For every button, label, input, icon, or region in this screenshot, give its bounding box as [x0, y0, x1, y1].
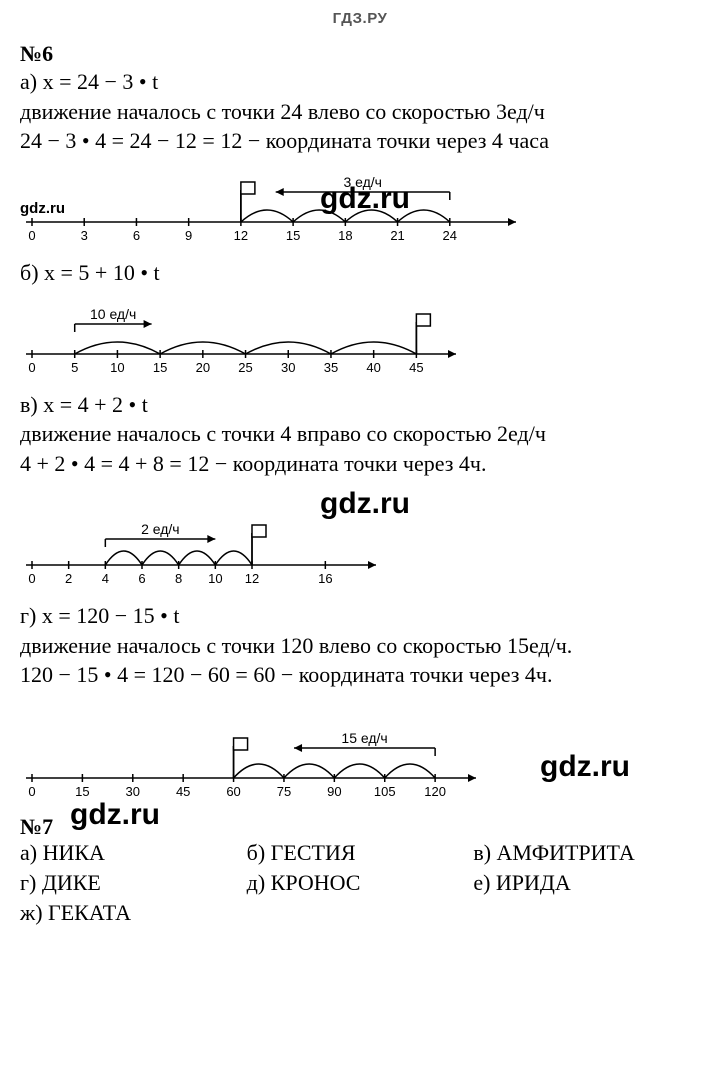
ex6b-formula: б) x = 5 + 10 • t [20, 258, 700, 288]
svg-text:45: 45 [409, 360, 423, 375]
ex6b-diagram: 0 5 10 15 20 25 30 35 40 45 10 ед/ч [20, 296, 460, 376]
svg-text:4: 4 [102, 571, 109, 586]
ex7-a: а) НИКА [20, 840, 247, 866]
svg-text:8: 8 [175, 571, 182, 586]
svg-text:2 ед/ч: 2 ед/ч [141, 521, 180, 537]
svg-text:45: 45 [176, 784, 190, 799]
svg-text:18: 18 [338, 228, 352, 243]
ex7-number: №7 [20, 814, 700, 840]
svg-text:12: 12 [234, 228, 248, 243]
ex6v-diagram-wrap: 024681012162 ед/ч gdz.ru [20, 487, 700, 587]
ex7-zh: ж) ГЕКАТА [20, 900, 247, 926]
svg-text:60: 60 [226, 784, 240, 799]
ex6a-diagram-wrap: 036912151821243 ед/ч gdz.ru gdz.ru [20, 164, 700, 244]
svg-text:15: 15 [75, 784, 89, 799]
svg-text:10: 10 [208, 571, 222, 586]
svg-text:24: 24 [443, 228, 457, 243]
svg-text:21: 21 [390, 228, 404, 243]
svg-text:30: 30 [126, 784, 140, 799]
ex6v-diagram: 0 2 4 6 8 10 12 16 2 ед/ч [20, 487, 380, 587]
ex6a-desc: движение началось с точки 24 влево со ск… [20, 97, 700, 127]
ex7-d: д) КРОНОС [247, 870, 474, 896]
svg-text:15: 15 [286, 228, 300, 243]
svg-text:10: 10 [110, 360, 124, 375]
ex7-answers: а) НИКА б) ГЕСТИЯ в) АМФИТРИТА г) ДИКЕ д… [20, 840, 700, 926]
page: ГДЗ.РУ №6 а) x = 24 − 3 • t движение нач… [0, 0, 720, 946]
svg-text:16: 16 [318, 571, 332, 586]
svg-text:5: 5 [71, 360, 78, 375]
svg-text:0: 0 [28, 228, 35, 243]
svg-text:15: 15 [153, 360, 167, 375]
ex6a-diagram: 0 3 6 9 12 15 18 21 24 3 ед/ч [20, 164, 520, 244]
svg-text:3 ед/ч: 3 ед/ч [343, 174, 382, 190]
svg-text:2: 2 [65, 571, 72, 586]
svg-text:40: 40 [366, 360, 380, 375]
svg-text:25: 25 [238, 360, 252, 375]
ex6v-desc: движение началось с точки 4 вправо со ск… [20, 419, 700, 449]
svg-text:35: 35 [324, 360, 338, 375]
svg-text:15 ед/ч: 15 ед/ч [341, 730, 387, 746]
svg-text:9: 9 [185, 228, 192, 243]
ex6v-formula: в) x = 4 + 2 • t [20, 390, 700, 420]
ex6g-formula: г) x = 120 − 15 • t [20, 601, 700, 631]
ex7-g: г) ДИКЕ [20, 870, 247, 896]
svg-text:30: 30 [281, 360, 295, 375]
ex7-v: в) АМФИТРИТА [473, 840, 700, 866]
ex6g-desc: движение началось с точки 120 влево со с… [20, 631, 700, 661]
svg-text:6: 6 [138, 571, 145, 586]
ex6g-diagram-wrap: 015304560759010512015 ед/ч gdz.ru gdz.ru [20, 710, 700, 800]
ex7-b: б) ГЕСТИЯ [247, 840, 474, 866]
ex6g-calc: 120 − 15 • 4 = 120 − 60 = 60 − координат… [20, 660, 700, 690]
svg-text:10 ед/ч: 10 ед/ч [90, 306, 136, 322]
svg-text:120: 120 [424, 784, 446, 799]
svg-text:75: 75 [277, 784, 291, 799]
svg-text:6: 6 [133, 228, 140, 243]
ex7-e: е) ИРИДА [473, 870, 700, 896]
ex6a-formula: а) x = 24 − 3 • t [20, 67, 700, 97]
ex6-number: №6 [20, 41, 700, 67]
svg-text:0: 0 [28, 784, 35, 799]
svg-text:3: 3 [81, 228, 88, 243]
svg-text:0: 0 [28, 360, 35, 375]
svg-text:20: 20 [196, 360, 210, 375]
ex6a-calc: 24 − 3 • 4 = 24 − 12 = 12 − координата т… [20, 126, 700, 156]
site-header: ГДЗ.РУ [20, 10, 700, 27]
ex6b-diagram-wrap: 0 5 10 15 20 25 30 35 40 45 10 ед/ч [20, 296, 700, 376]
watermark: gdz.ru [540, 750, 630, 784]
svg-text:90: 90 [327, 784, 341, 799]
svg-text:0: 0 [28, 571, 35, 586]
svg-text:105: 105 [374, 784, 396, 799]
ex6v-calc: 4 + 2 • 4 = 4 + 8 = 12 − координата точк… [20, 449, 700, 479]
ex6g-diagram: 0 15 30 45 60 75 90 105 120 15 ед/ч [20, 710, 480, 800]
svg-text:12: 12 [245, 571, 259, 586]
